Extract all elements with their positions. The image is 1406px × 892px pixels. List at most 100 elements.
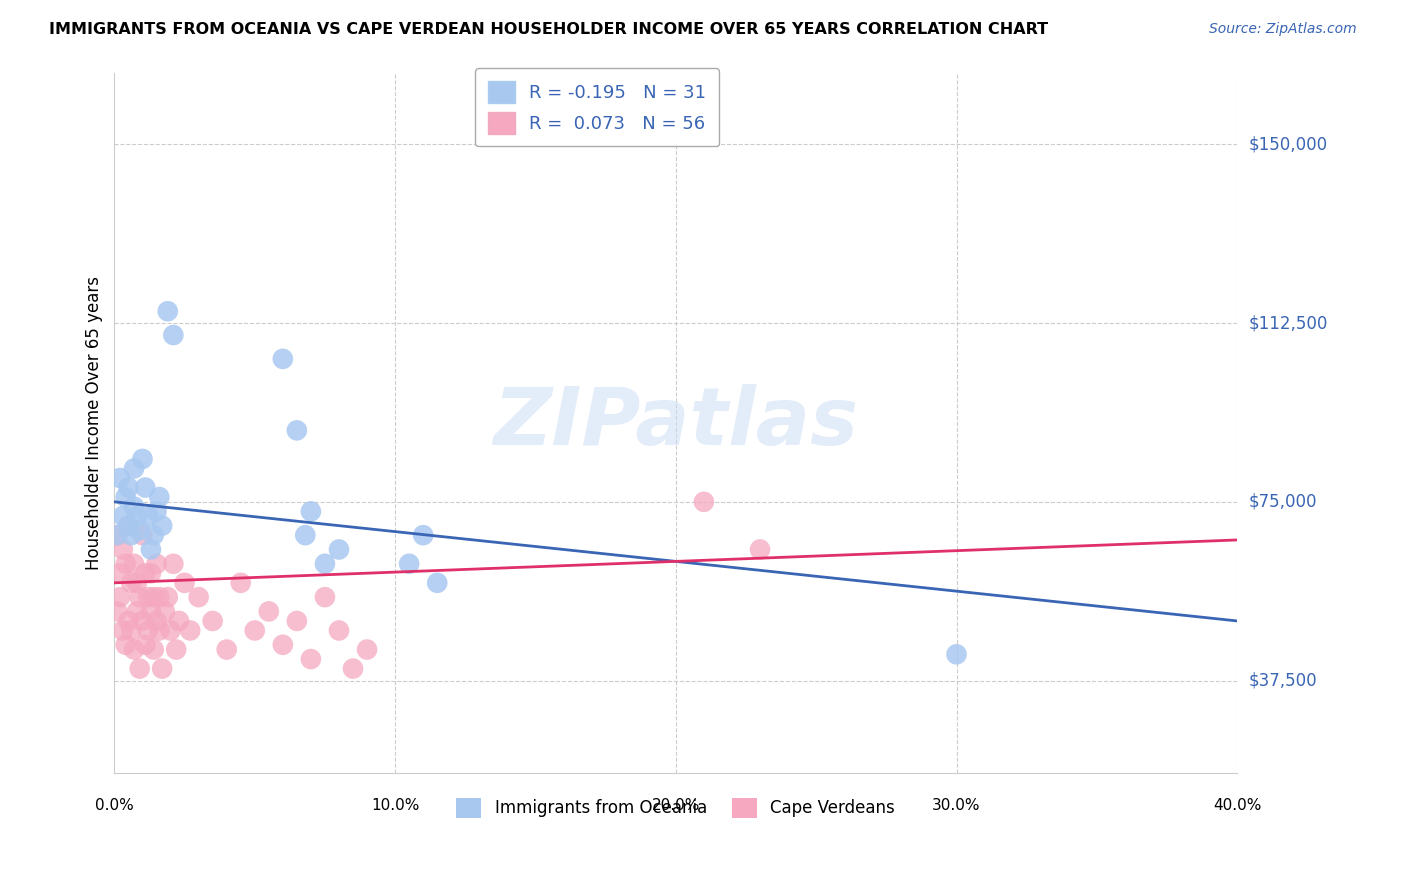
Point	[314, 557, 336, 571]
Point	[139, 604, 162, 618]
Point	[122, 557, 145, 571]
Point	[125, 509, 148, 524]
Point	[945, 648, 967, 662]
Point	[136, 590, 159, 604]
Point	[179, 624, 201, 638]
Text: ZIPatlas: ZIPatlas	[494, 384, 858, 462]
Point	[105, 528, 128, 542]
Point	[105, 604, 128, 618]
Point	[120, 624, 142, 638]
Point	[122, 500, 145, 514]
Point	[131, 528, 153, 542]
Point	[117, 614, 139, 628]
Point	[139, 566, 162, 581]
Point	[229, 575, 252, 590]
Point	[111, 542, 134, 557]
Point	[749, 542, 772, 557]
Point	[145, 504, 167, 518]
Point	[173, 575, 195, 590]
Point	[187, 590, 209, 604]
Point	[167, 614, 190, 628]
Text: $112,500: $112,500	[1249, 314, 1327, 332]
Point	[328, 624, 350, 638]
Point	[398, 557, 420, 571]
Point	[117, 518, 139, 533]
Point	[108, 471, 131, 485]
Point	[356, 642, 378, 657]
Legend: Immigrants from Oceania, Cape Verdeans: Immigrants from Oceania, Cape Verdeans	[450, 791, 901, 824]
Point	[159, 624, 181, 638]
Point	[153, 604, 176, 618]
Point	[142, 590, 165, 604]
Point	[117, 518, 139, 533]
Point	[136, 624, 159, 638]
Point	[145, 614, 167, 628]
Point	[145, 557, 167, 571]
Text: 0.0%: 0.0%	[96, 798, 134, 814]
Point	[136, 509, 159, 524]
Point	[105, 528, 128, 542]
Point	[108, 566, 131, 581]
Point	[122, 642, 145, 657]
Point	[426, 575, 449, 590]
Text: 10.0%: 10.0%	[371, 798, 419, 814]
Point	[294, 528, 316, 542]
Point	[201, 614, 224, 628]
Point	[148, 624, 170, 638]
Point	[142, 642, 165, 657]
Point	[299, 504, 322, 518]
Point	[139, 542, 162, 557]
Point	[148, 490, 170, 504]
Point	[285, 614, 308, 628]
Point	[150, 518, 173, 533]
Point	[165, 642, 187, 657]
Point	[122, 461, 145, 475]
Point	[111, 624, 134, 638]
Point	[114, 638, 136, 652]
Point	[342, 662, 364, 676]
Text: 40.0%: 40.0%	[1213, 798, 1261, 814]
Text: 30.0%: 30.0%	[932, 798, 981, 814]
Point	[114, 557, 136, 571]
Point	[125, 604, 148, 618]
Point	[162, 328, 184, 343]
Point	[128, 524, 150, 538]
Point	[131, 452, 153, 467]
Point	[148, 590, 170, 604]
Point	[257, 604, 280, 618]
Point	[117, 481, 139, 495]
Point	[128, 590, 150, 604]
Text: $75,000: $75,000	[1249, 492, 1317, 511]
Point	[314, 590, 336, 604]
Point	[285, 423, 308, 437]
Point	[215, 642, 238, 657]
Point	[299, 652, 322, 666]
Text: $37,500: $37,500	[1249, 672, 1317, 690]
Point	[111, 509, 134, 524]
Point	[243, 624, 266, 638]
Point	[114, 490, 136, 504]
Point	[134, 638, 156, 652]
Point	[156, 304, 179, 318]
Point	[125, 575, 148, 590]
Point	[693, 495, 716, 509]
Text: 20.0%: 20.0%	[651, 798, 700, 814]
Point	[150, 662, 173, 676]
Point	[134, 481, 156, 495]
Point	[142, 528, 165, 542]
Point	[134, 566, 156, 581]
Point	[162, 557, 184, 571]
Y-axis label: Householder Income Over 65 years: Householder Income Over 65 years	[86, 277, 103, 570]
Text: IMMIGRANTS FROM OCEANIA VS CAPE VERDEAN HOUSEHOLDER INCOME OVER 65 YEARS CORRELA: IMMIGRANTS FROM OCEANIA VS CAPE VERDEAN …	[49, 22, 1049, 37]
Text: $150,000: $150,000	[1249, 136, 1327, 153]
Point	[412, 528, 434, 542]
Point	[120, 528, 142, 542]
Point	[108, 590, 131, 604]
Point	[156, 590, 179, 604]
Point	[131, 614, 153, 628]
Point	[271, 351, 294, 366]
Text: Source: ZipAtlas.com: Source: ZipAtlas.com	[1209, 22, 1357, 37]
Point	[120, 575, 142, 590]
Point	[328, 542, 350, 557]
Point	[128, 662, 150, 676]
